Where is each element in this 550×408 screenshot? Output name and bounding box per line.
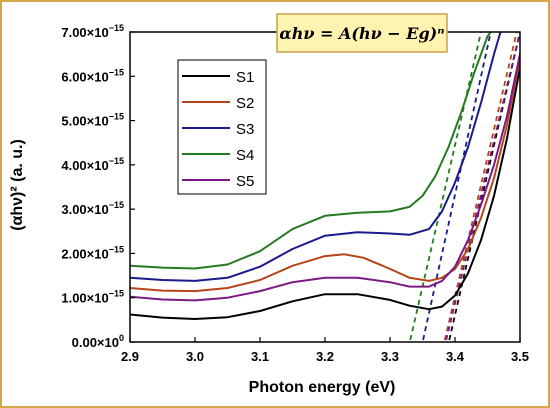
x-tick-label: 3.1 xyxy=(251,349,269,364)
y-tick-label: 7.00×10−15 xyxy=(61,23,124,40)
x-tick-label: 3.4 xyxy=(446,349,465,364)
equation-text: αhν = A(hν − Eg)ⁿ xyxy=(279,24,444,43)
series-line-s1 xyxy=(130,56,520,320)
x-tick-label: 3.3 xyxy=(381,349,399,364)
y-tick-label: 5.00×10−15 xyxy=(61,112,124,129)
series-line-s2 xyxy=(130,50,520,293)
legend-label-s4: S4 xyxy=(236,147,254,164)
y-tick-label: 3.00×10−15 xyxy=(61,200,124,217)
fit-line-s4 xyxy=(408,32,482,342)
series-line-s3 xyxy=(130,32,502,282)
series-line-s4 xyxy=(130,32,492,270)
y-tick-label: 4.00×10−15 xyxy=(61,156,124,173)
x-tick-label: 3.0 xyxy=(186,349,204,364)
equation-box: αhν = A(hν − Eg)ⁿ xyxy=(276,13,448,53)
y-tick-label: 0.00×100 xyxy=(72,333,124,350)
series-line-s5 xyxy=(130,50,520,302)
fit-line-s3 xyxy=(421,32,492,342)
x-tick-label: 3.5 xyxy=(511,349,529,364)
legend-label-s5: S5 xyxy=(236,173,254,190)
x-tick-label: 2.9 xyxy=(121,349,139,364)
fit-line-s5 xyxy=(444,32,520,342)
legend-label-s2: S2 xyxy=(236,95,254,112)
fit-line-s1 xyxy=(447,32,520,342)
legend-label-s1: S1 xyxy=(236,69,254,86)
fit-line-s2 xyxy=(443,32,518,342)
x-axis-title: Photon energy (eV) xyxy=(249,379,396,396)
x-tick-label: 3.2 xyxy=(316,349,334,364)
y-tick-label: 6.00×10−15 xyxy=(61,67,124,84)
y-axis-title: (αhν)² (a. u.) xyxy=(9,139,26,231)
y-tick-label: 1.00×10−15 xyxy=(61,289,124,306)
legend-label-s3: S3 xyxy=(236,121,254,138)
y-tick-label: 2.00×10−15 xyxy=(61,244,124,261)
legend: S1 S2 S3 S4 S5 xyxy=(177,59,267,195)
